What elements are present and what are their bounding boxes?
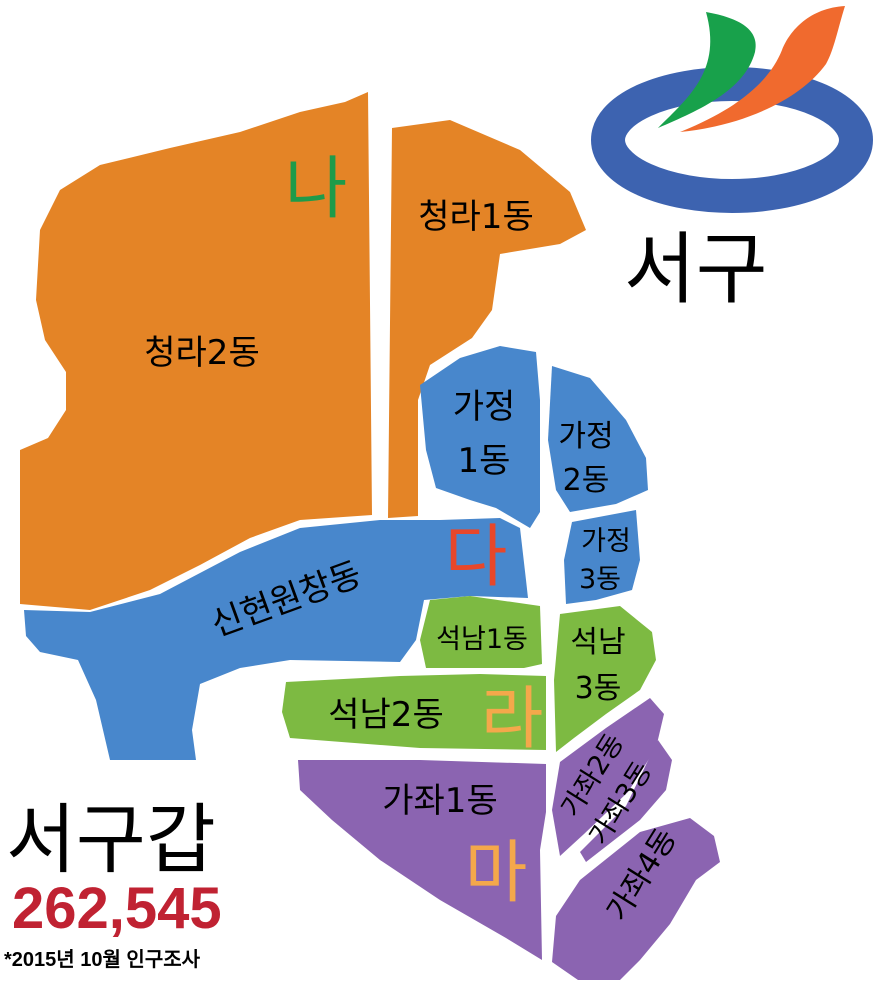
label-gajeong1-line1: 가정 [453,387,516,427]
region-sinhyeon[interactable] [24,518,528,760]
region-cheongra1[interactable] [388,120,586,518]
label-cheongra1: 청라1동 [418,197,533,237]
constituency-name: 서구갑 [6,795,216,884]
census-footnote: *2015년 10월 인구조사 [4,948,201,971]
label-gajeong1-line2: 1동 [458,441,511,481]
logo-orange-swoosh [680,6,845,132]
region-seoknam1[interactable] [420,596,542,668]
district-name: 서구 [624,225,768,315]
region-cheongra2[interactable] [20,92,372,610]
region-gajwa4[interactable] [552,818,720,980]
group-letter-ma: 마 [465,834,528,913]
label-gajeong2-line2: 2동 [563,463,610,498]
region-gajeong2[interactable] [548,366,648,512]
label-gajwa1: 가좌1동 [382,781,497,821]
region-gajeong1[interactable] [420,346,540,528]
logo-green-swoosh [658,12,756,128]
region-gajwa1[interactable] [298,760,546,960]
region-seoknam2[interactable] [282,674,546,750]
seogu-logo [591,6,873,213]
label-gajeong2-line1: 가정 [558,419,613,454]
region-gajwa2[interactable] [552,698,664,856]
group-letter-ra: 라 [481,680,544,759]
group-letter-na: 나 [285,150,348,229]
label-gajeong3-line2: 3동 [579,564,621,595]
region-gajeong3[interactable] [564,510,640,604]
group-letter-da: 다 [445,518,508,597]
logo-blue-ring [591,67,873,213]
label-cheongra2: 청라2동 [144,333,259,373]
label-seoknam3-line2: 3동 [575,671,622,706]
label-seoknam2: 석남2동 [328,695,443,735]
population-count: 262,545 [12,876,222,941]
region-seoknam3[interactable] [554,606,656,752]
label-seoknam3-line1: 석남 [570,625,625,660]
label-gajeong3-line1: 가정 [581,526,631,557]
region-gajwa3[interactable] [580,740,672,862]
label-seoknam1: 석남1동 [436,624,528,655]
